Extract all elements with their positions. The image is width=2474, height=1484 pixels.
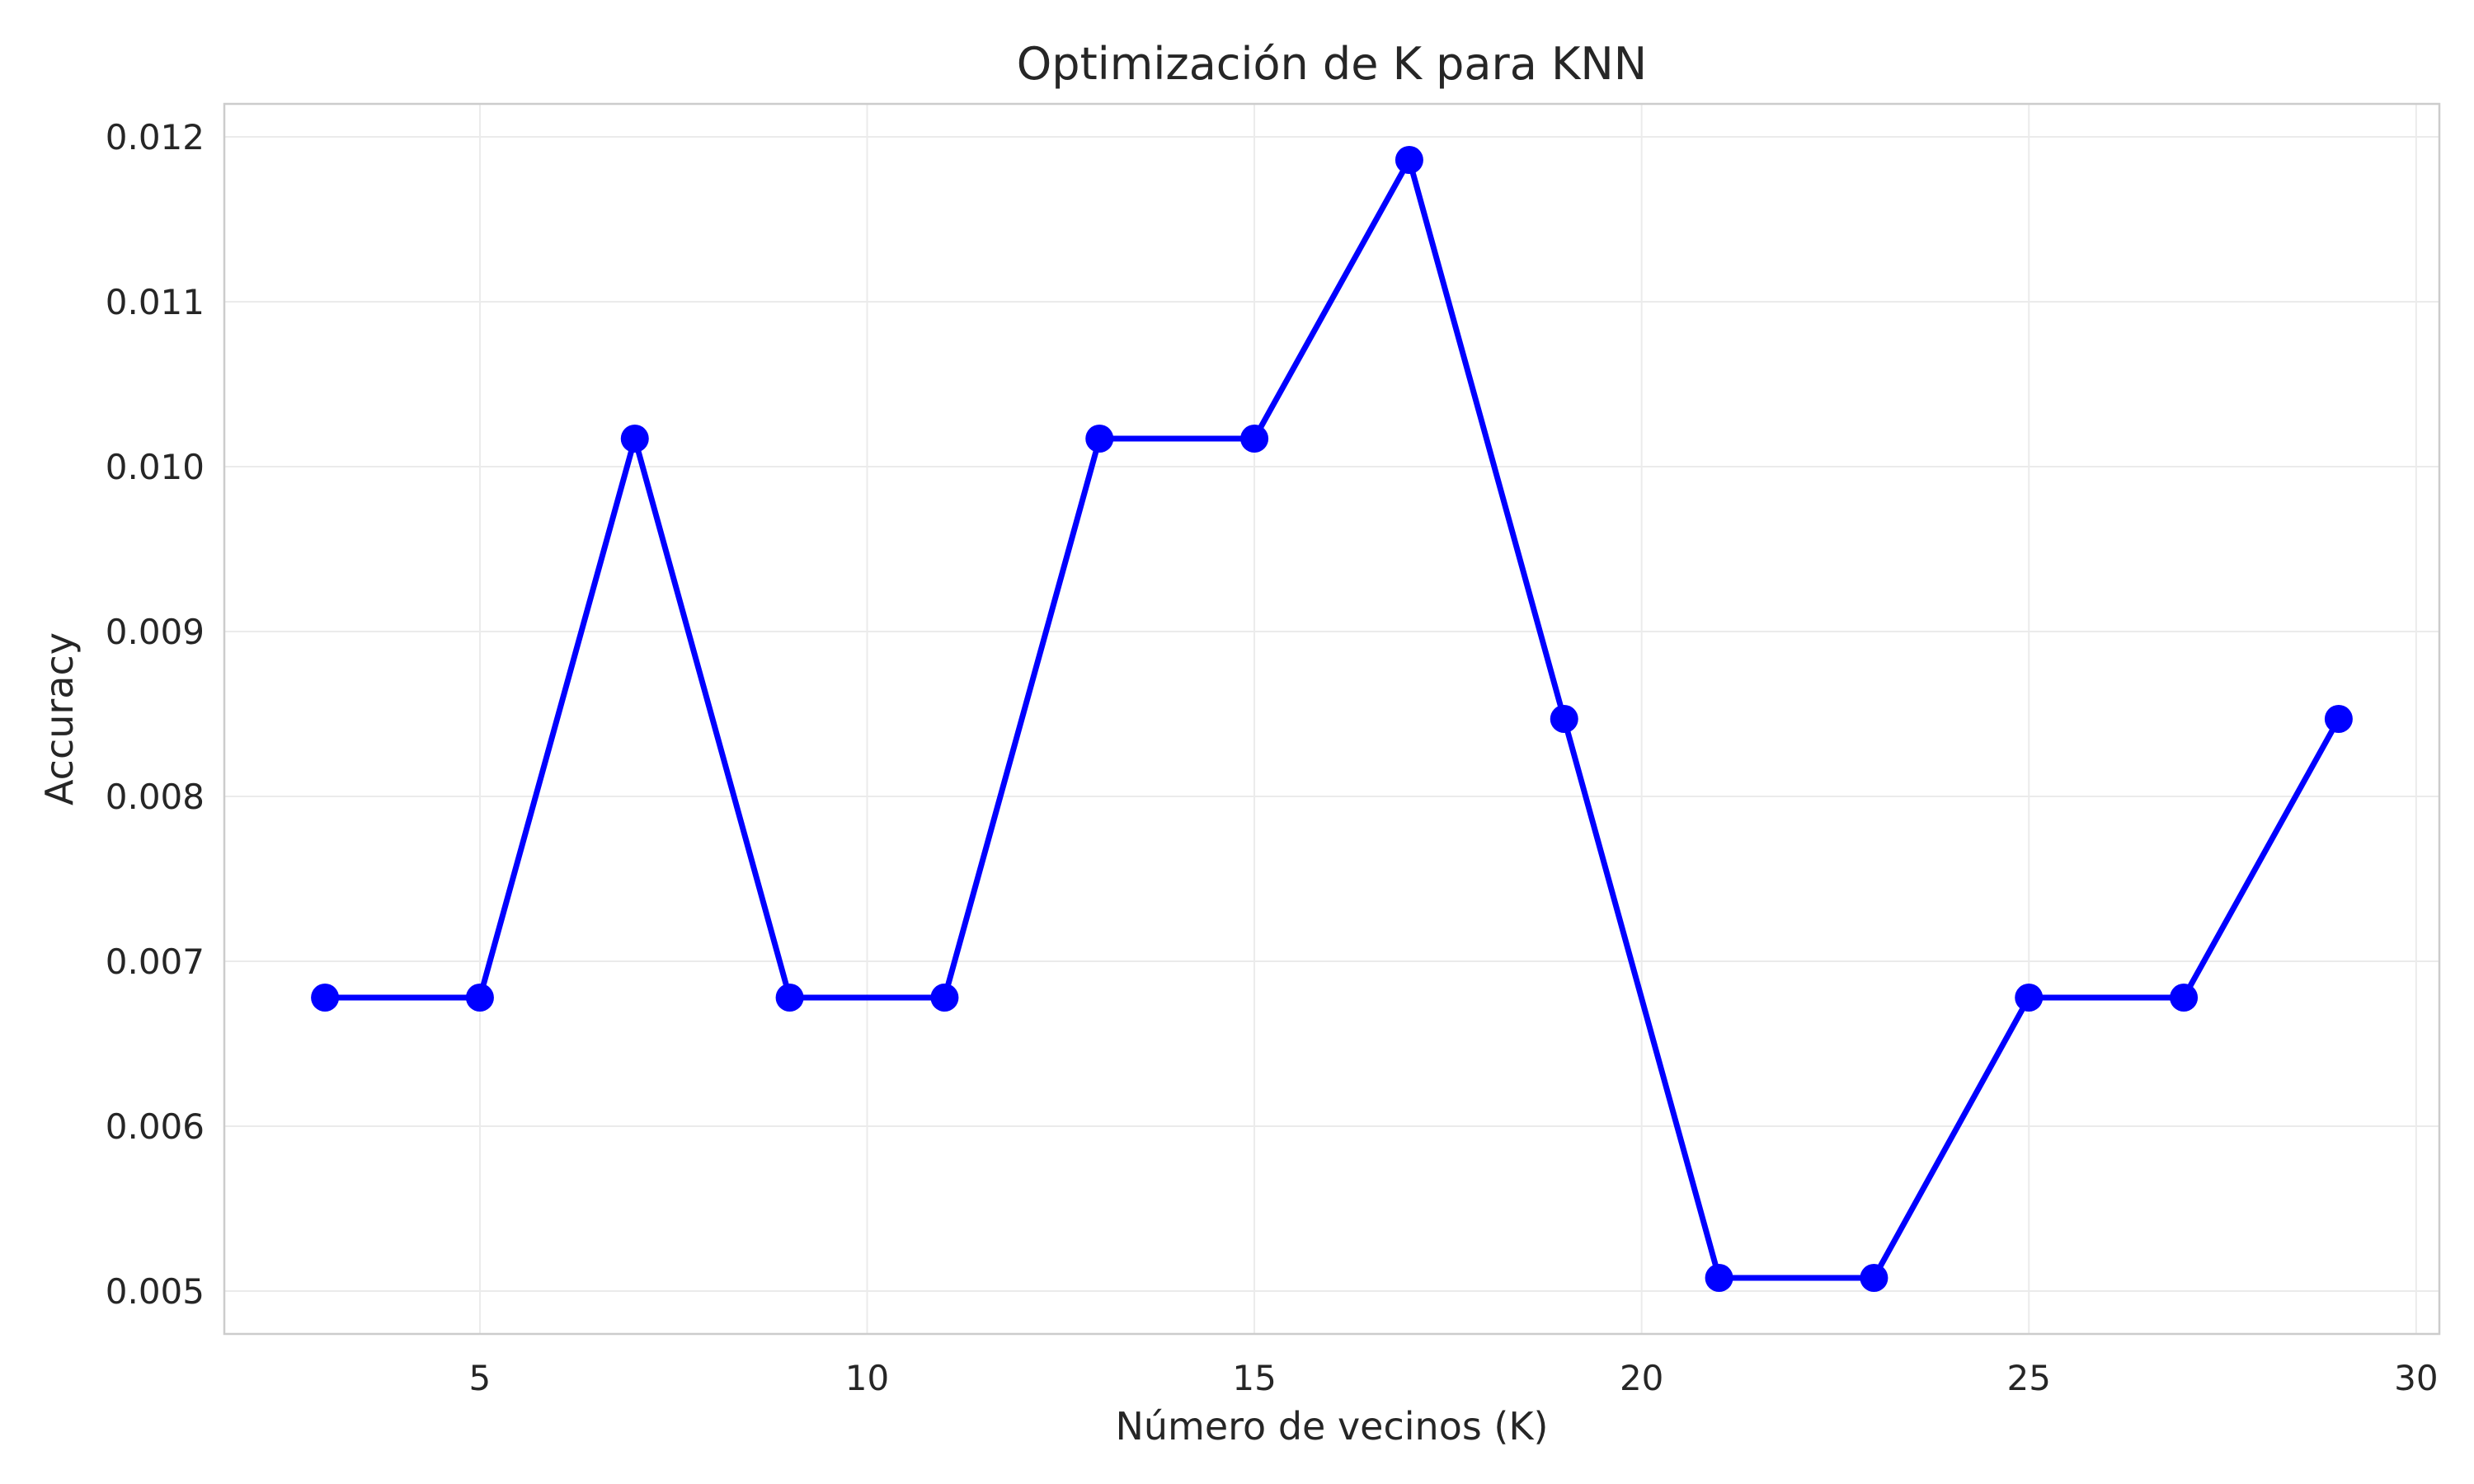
data-point: [1395, 146, 1423, 174]
data-point: [2324, 705, 2353, 733]
y-tick-label: 0.011: [106, 282, 205, 322]
x-axis-label: Número de vecinos (K): [1115, 1404, 1548, 1449]
data-point: [2170, 984, 2199, 1012]
y-tick-label: 0.006: [106, 1106, 205, 1147]
data-point: [1240, 425, 1269, 453]
series-line: [322, 157, 2342, 1281]
data-point: [1860, 1264, 1888, 1292]
x-tick-label: 15: [1232, 1358, 1276, 1398]
data-point: [1550, 705, 1578, 733]
y-axis-label: Accuracy: [37, 632, 82, 805]
data-point: [620, 425, 649, 453]
data-point: [311, 984, 340, 1012]
x-axis-ticks: 5 10 15 20 25 30: [469, 1358, 2439, 1398]
y-tick-label: 0.007: [106, 942, 205, 982]
x-tick-label: 30: [2394, 1358, 2438, 1398]
series-layer: [311, 146, 2353, 1292]
data-point: [930, 984, 959, 1012]
y-tick-label: 0.005: [106, 1271, 205, 1312]
y-tick-label: 0.008: [106, 777, 205, 817]
y-axis-ticks: 0.005 0.006 0.007 0.008 0.009 0.010 0.011 0.012: [106, 117, 205, 1312]
x-tick-label: 5: [469, 1358, 492, 1398]
y-tick-label: 0.009: [106, 612, 205, 652]
data-point: [2015, 984, 2044, 1012]
x-tick-label: 20: [1620, 1358, 1663, 1398]
x-tick-label: 25: [2007, 1358, 2051, 1398]
chart-title: Optimización de K para KNN: [1017, 38, 1647, 90]
y-tick-label: 0.010: [106, 447, 205, 487]
data-point: [775, 984, 804, 1012]
data-point: [465, 984, 494, 1012]
data-point: [1085, 425, 1114, 453]
y-tick-label: 0.012: [106, 117, 205, 157]
plot-frame: [223, 102, 2441, 1336]
data-point: [1705, 1264, 1733, 1292]
x-tick-label: 10: [845, 1358, 889, 1398]
